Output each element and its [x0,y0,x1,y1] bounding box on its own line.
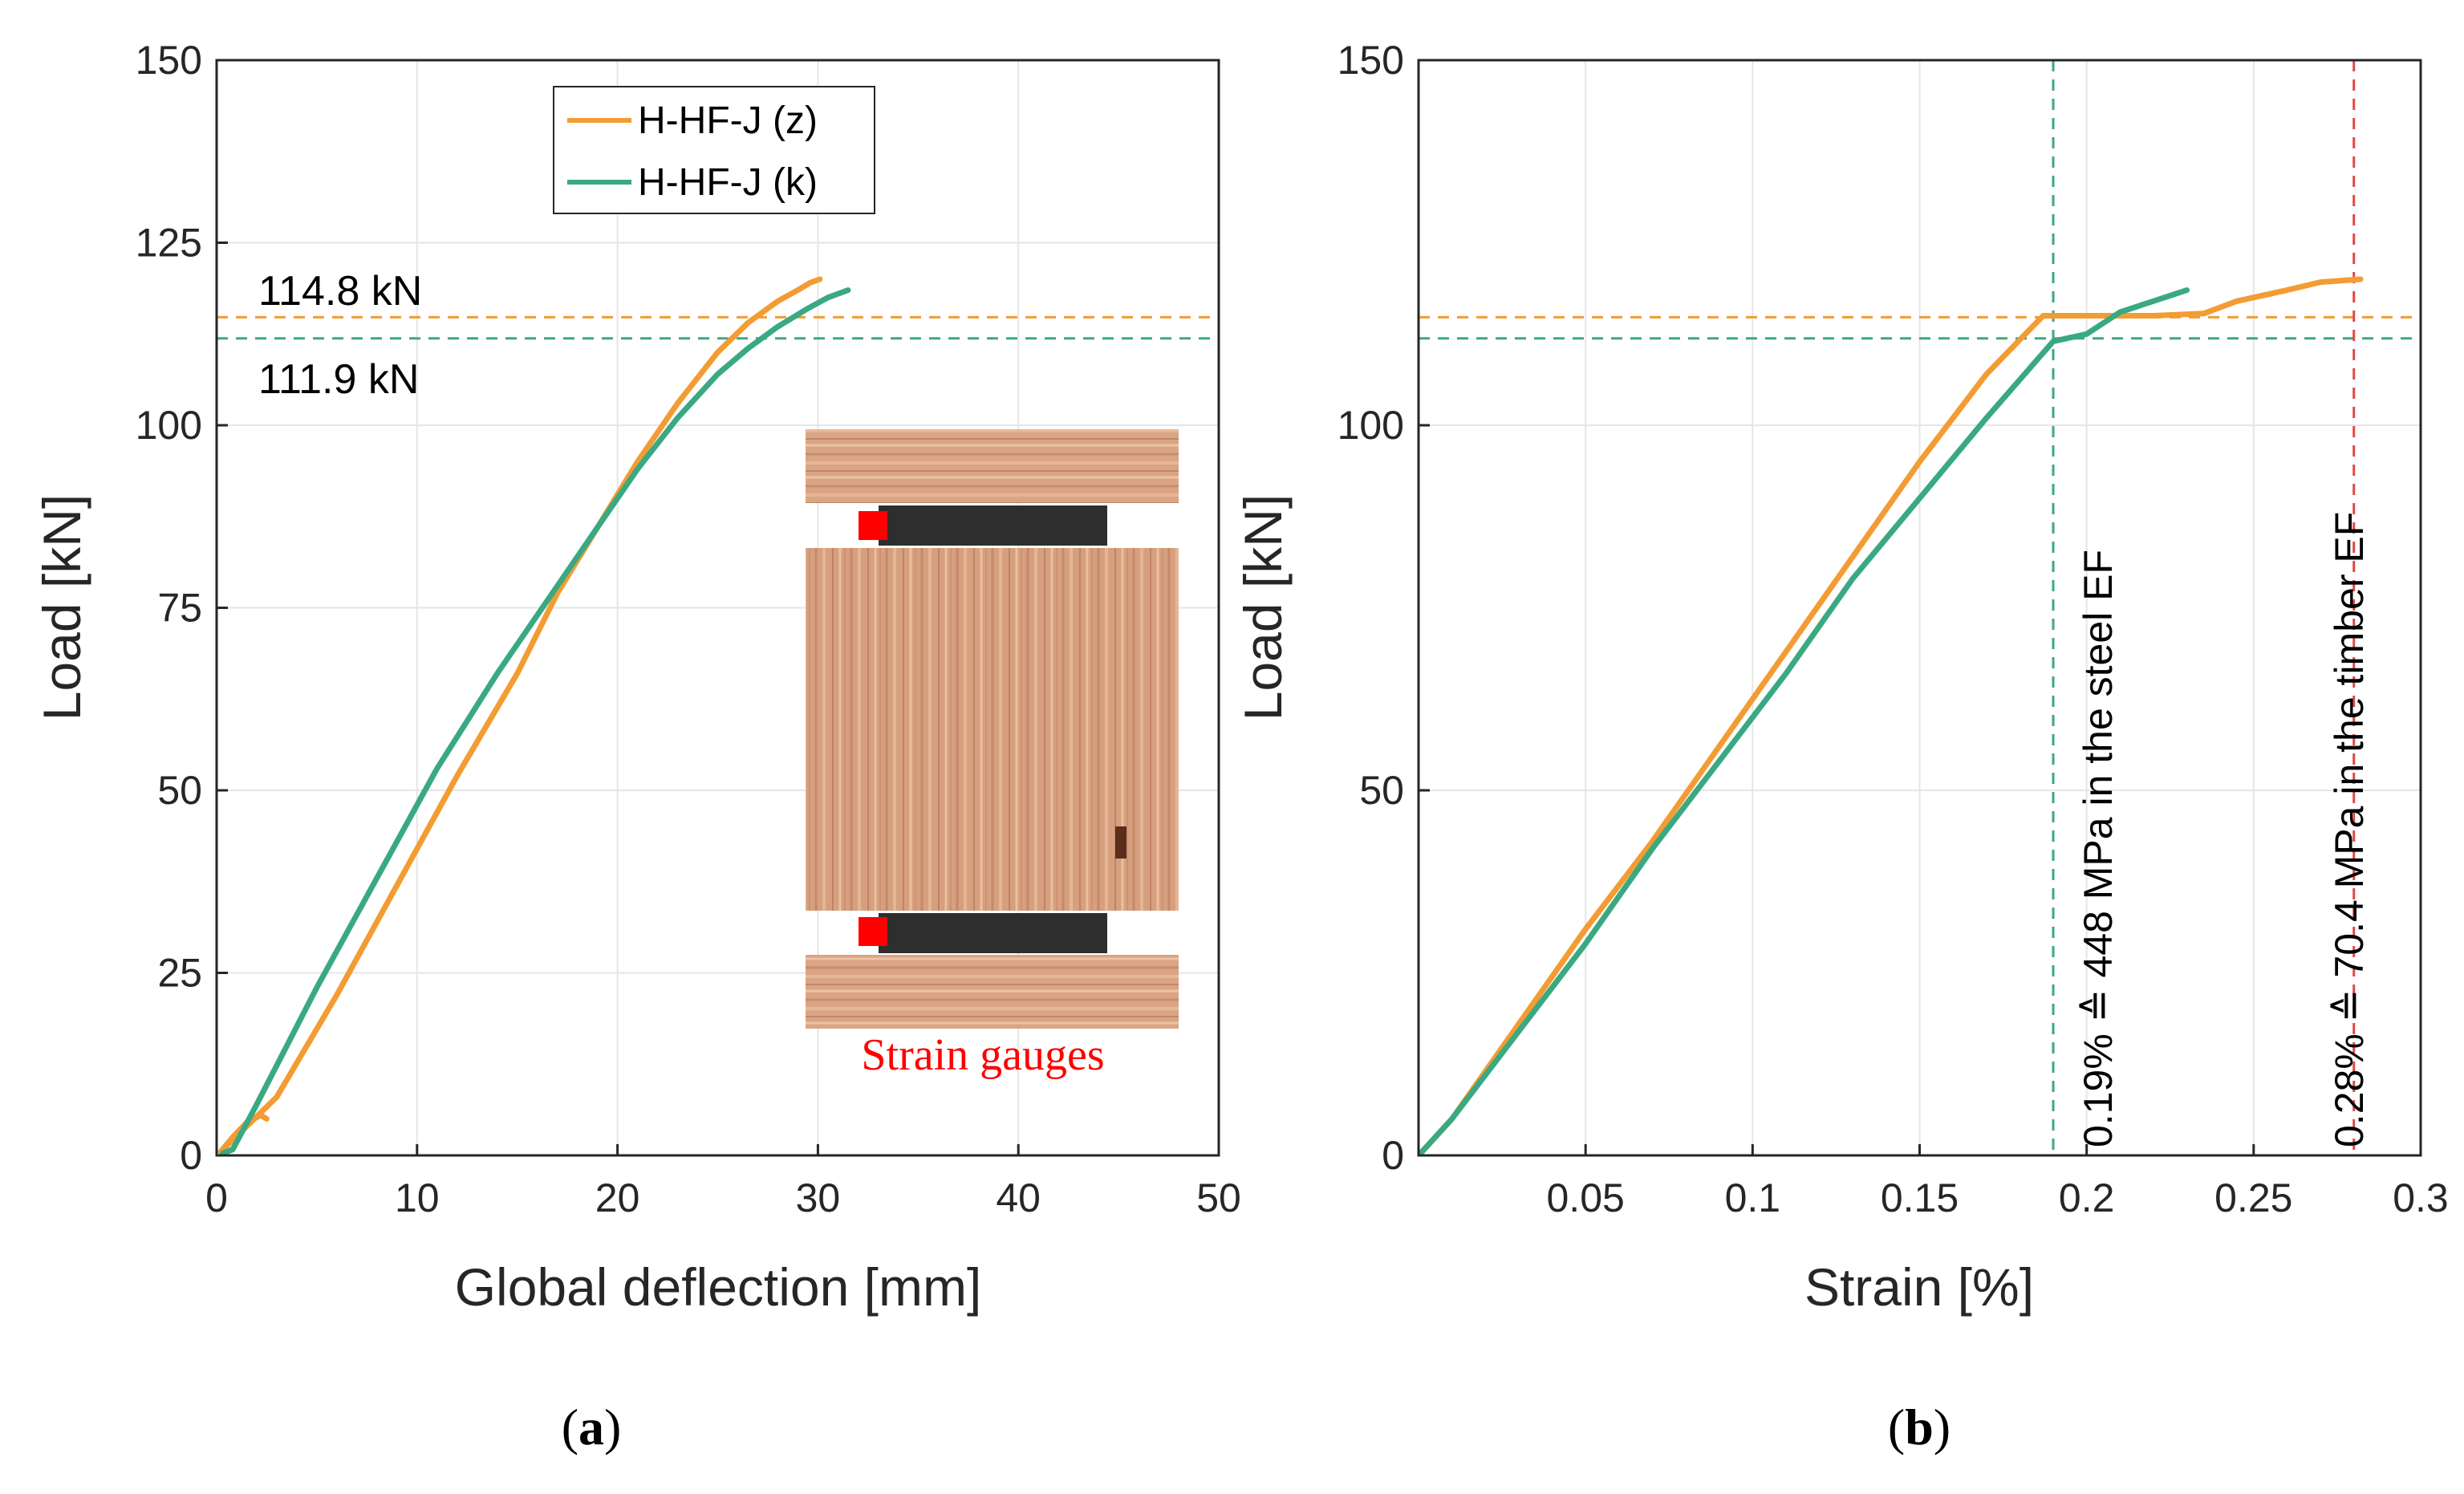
y-tick-label: 150 [136,38,202,83]
x-tick-label: 0.3 [2393,1175,2449,1220]
panel-b-y-ticks: 0 50 100 150 [1338,38,1430,1178]
y-tick-label: 125 [136,221,202,266]
panel-b-x-ticks: 0.05 0.1 0.15 0.2 0.25 0.3 [1547,1144,2449,1220]
x-tick-label: 0.25 [2214,1175,2292,1220]
series-line-green [1419,287,2190,1155]
y-tick-label: 150 [1338,38,1404,83]
series-line-orange [217,276,823,1155]
panel-a-label: (a) [562,1399,622,1455]
panel-a-series [217,276,851,1156]
panel-b-x-axis-label: Strain [%] [1804,1257,2034,1317]
x-tick-label: 10 [395,1175,440,1220]
panel-a-y-axis-label: Load [kN] [32,494,91,721]
legend-label-green: H-HF-J (k) [638,161,818,204]
panel-a-x-axis-label: Global deflection [mm] [455,1257,982,1317]
x-tick-label: 40 [996,1175,1041,1220]
bottom-steel-plate [879,913,1107,953]
x-tick-label: 20 [595,1175,640,1220]
series-line-orange [1419,276,2364,1155]
x-tick-label: 0.1 [1725,1175,1781,1220]
knot-mark [1115,826,1126,859]
y-tick-label: 50 [157,768,202,813]
bottom-strain-gauge [859,917,887,946]
panel-b-series [1419,276,2364,1155]
y-tick-label: 25 [157,951,202,996]
y-tick-label: 0 [1382,1133,1404,1178]
y-tick-label: 75 [157,586,202,631]
x-tick-label: 0.15 [1881,1175,1959,1220]
panel-a-x-ticks: 0 10 20 30 40 50 [205,1144,1241,1220]
y-tick-label: 0 [180,1133,202,1178]
top-strain-gauge [859,511,887,540]
panel-a-letter: a [578,1399,604,1455]
y-tick-label: 50 [1359,768,1404,813]
joint-inset-image: Strain gauges [806,429,1179,1080]
panel-b-label: (b) [1888,1399,1950,1455]
panel-a-reference-lines [217,315,1219,340]
panel-b-chart: 0.05 0.1 0.15 0.2 0.25 0.3 0 50 100 150 Strain [… [1233,38,2449,1455]
panel-b-reference-lines [1419,60,2421,1155]
strain-gauges-label: Strain gauges [861,1030,1104,1080]
y-tick-label: 100 [1338,403,1404,448]
panel-b-y-axis-label: Load [kN] [1233,494,1293,721]
steel-ef-annotation: 0.19% ≙ 448 MPa in the steel EF [2076,550,2121,1147]
series-line-green [220,287,851,1156]
legend-box [553,86,875,214]
top-timber-flange [806,429,1179,503]
x-tick-label: 0.2 [2059,1175,2115,1220]
legend-label-orange: H-HF-J (z) [638,99,818,142]
x-tick-label: 0 [205,1175,228,1220]
panel-a-y-ticks: 0 25 50 75 100 125 150 [136,38,228,1178]
x-tick-label: 0.05 [1547,1175,1625,1220]
panel-a-chart: 0 10 20 30 40 50 0 25 50 75 100 125 150 Global defl… [32,38,1241,1455]
y-tick-label: 100 [136,403,202,448]
panel-a-legend: H-HF-J (z) H-HF-J (k) [553,86,875,214]
panel-a-ref-label-orange: 114.8 kN [258,268,422,315]
x-tick-label: 50 [1196,1175,1241,1220]
top-steel-plate [879,505,1107,546]
bottom-timber-flange [806,955,1179,1029]
panel-b-letter: b [1905,1399,1934,1455]
panel-a-ref-label-green: 111.9 kN [258,356,419,403]
timber-ef-annotation: 0.28% ≙ 70.4 MPa in the timber EF [2327,512,2372,1147]
x-tick-label: 30 [796,1175,841,1220]
panel-b-grid [1419,59,2421,1156]
